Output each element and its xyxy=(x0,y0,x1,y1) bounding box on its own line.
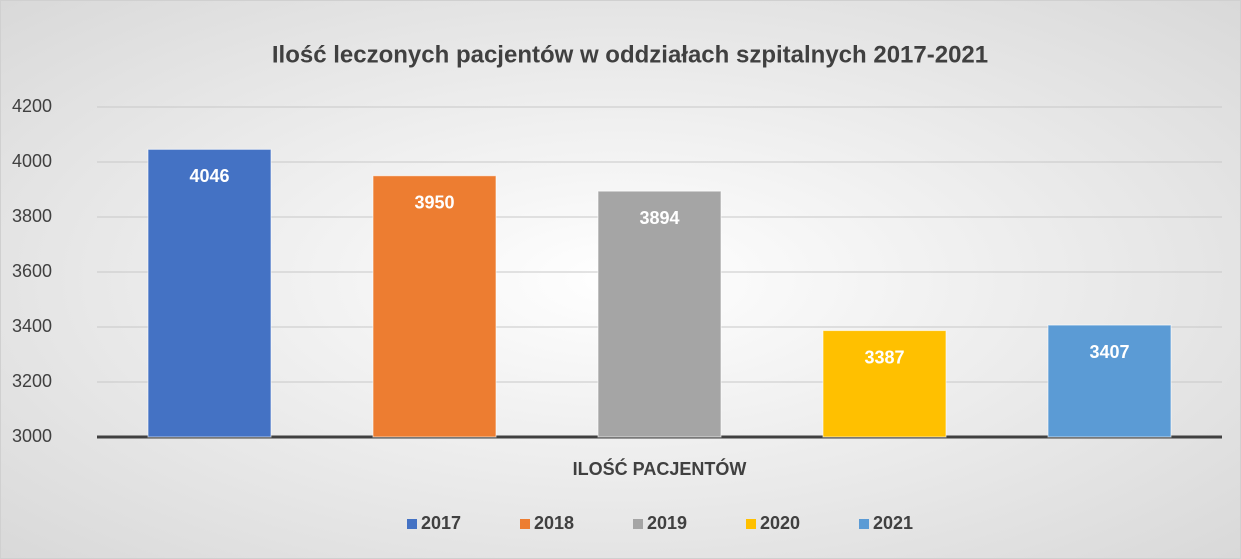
legend-swatch xyxy=(859,519,869,529)
legend-label: 2020 xyxy=(760,513,800,533)
bar xyxy=(147,148,272,438)
x-tick-label: ILOŚĆ PACJENTÓW xyxy=(573,458,747,479)
y-tick-label: 3400 xyxy=(12,316,52,336)
y-tick-label: 3000 xyxy=(12,426,52,446)
legend-swatch xyxy=(633,519,643,529)
y-tick-label: 3200 xyxy=(12,371,52,391)
legend-swatch xyxy=(407,519,417,529)
y-tick-label: 4000 xyxy=(12,151,52,171)
bar xyxy=(1047,324,1172,438)
bar xyxy=(822,330,947,438)
y-tick-label: 3800 xyxy=(12,206,52,226)
legend-label: 2021 xyxy=(873,513,913,533)
data-label: 3407 xyxy=(1089,342,1129,362)
y-tick-label: 3600 xyxy=(12,261,52,281)
data-label: 3387 xyxy=(864,347,904,367)
chart-title: Ilość leczonych pacjentów w oddziałach s… xyxy=(272,41,988,68)
y-tick-label: 4200 xyxy=(12,96,52,116)
legend-swatch xyxy=(746,519,756,529)
legend-label: 2019 xyxy=(647,513,687,533)
bar xyxy=(372,175,497,438)
bar xyxy=(597,190,722,438)
legend-swatch xyxy=(520,519,530,529)
data-label: 4046 xyxy=(189,166,229,186)
data-label: 3950 xyxy=(414,193,454,213)
legend-label: 2017 xyxy=(421,513,461,533)
data-label: 3894 xyxy=(639,208,679,228)
legend-label: 2018 xyxy=(534,513,574,533)
